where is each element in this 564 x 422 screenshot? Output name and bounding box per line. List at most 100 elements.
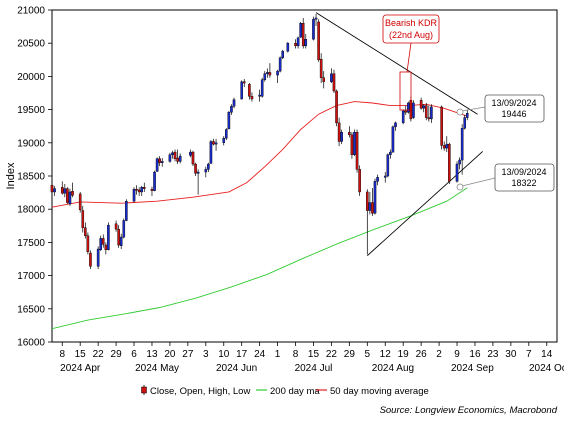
candle-body [455, 163, 459, 182]
x-tick-label: 20 [164, 349, 176, 360]
candle [386, 153, 390, 178]
legend-candle-marker [141, 385, 147, 395]
candle [222, 136, 226, 146]
candle-body [168, 154, 172, 162]
candle [260, 77, 264, 98]
ma200-callout-value: 18322 [511, 178, 536, 188]
candle-body [240, 81, 243, 100]
candle-body [71, 191, 74, 196]
candle-body [314, 17, 318, 20]
x-tick-label: 23 [487, 349, 499, 360]
candle-body [194, 163, 197, 174]
candle [268, 63, 272, 78]
x-tick-label: 8 [293, 349, 299, 360]
candle-body [160, 161, 164, 163]
candle-body [178, 155, 182, 162]
200-day-ma-line [51, 187, 468, 330]
candle [60, 181, 64, 195]
trendlines [315, 12, 483, 257]
candle-body [419, 100, 423, 109]
candle [371, 187, 374, 216]
candle-body [386, 154, 390, 177]
candle [355, 129, 359, 173]
candle [419, 97, 423, 110]
candle [442, 141, 446, 151]
candle [358, 165, 361, 196]
trendline-2 [367, 151, 483, 257]
candle [107, 222, 110, 251]
y-tick-label: 19500 [17, 105, 45, 116]
candle-body [140, 187, 144, 193]
candle [422, 104, 425, 113]
candle [140, 185, 144, 196]
candle-body [286, 43, 290, 52]
candle [242, 79, 246, 88]
candle [160, 158, 164, 167]
candle [204, 166, 208, 178]
candle [227, 110, 231, 130]
x-tick-label: 3 [203, 349, 209, 360]
x-tick-label: 24 [254, 349, 266, 360]
candle [440, 105, 443, 150]
candle-body [394, 122, 397, 128]
y-tick-label: 18500 [17, 172, 45, 183]
x-tick-label: 14 [541, 349, 553, 360]
candle [125, 199, 128, 222]
candle [209, 140, 213, 165]
y-axis-title: Index [5, 162, 17, 189]
x-month-label: 2024 Jul [295, 363, 333, 374]
candle [424, 102, 428, 121]
candle [281, 49, 285, 60]
candle [332, 69, 336, 93]
ma200-callout-dot [456, 183, 464, 191]
y-tick-label: 17000 [17, 271, 45, 282]
candle-body [68, 191, 72, 205]
candle [394, 121, 397, 131]
candle-body [458, 159, 461, 165]
candle [66, 187, 69, 204]
candle [78, 191, 82, 213]
x-tick-label: 12 [380, 349, 392, 360]
candle-body [107, 224, 110, 250]
candle [158, 156, 161, 167]
candle [294, 39, 297, 49]
candle-body [86, 235, 90, 252]
candle-body [440, 106, 443, 146]
x-tick-label: 29 [111, 349, 123, 360]
candle [376, 174, 379, 186]
x-tick-label: 15 [75, 349, 87, 360]
candle [278, 56, 282, 73]
candle-body [430, 106, 433, 120]
candle [96, 246, 100, 269]
ma200-callout-date: 13/09/2024 [501, 167, 546, 177]
annotation-close-value: 13/09/2024 19446 [456, 94, 545, 123]
x-tick-label: 13 [146, 349, 158, 360]
candle-body [176, 157, 179, 162]
candle-body [304, 39, 308, 47]
candle-body [150, 189, 154, 191]
candle [350, 132, 354, 159]
y-tick-label: 19000 [17, 138, 45, 149]
candle [194, 162, 197, 176]
candle [353, 129, 356, 157]
candle-body [135, 189, 138, 191]
candle-body [460, 127, 464, 161]
candle [81, 205, 85, 233]
candle [301, 17, 305, 49]
candle [368, 191, 372, 215]
candle-body [207, 163, 210, 170]
candle [460, 124, 464, 175]
source-note: Source: Longview Economics, Macrobond [380, 405, 558, 416]
kdr-callout-line-1: Bearish KDR [385, 18, 438, 28]
candle-body [117, 228, 120, 246]
candle [296, 36, 300, 49]
candle [84, 222, 87, 239]
candle [322, 71, 326, 89]
candle-body [427, 117, 431, 120]
50-day-moving-average-line [51, 101, 468, 208]
candle-body [445, 143, 449, 149]
candle [407, 101, 410, 114]
candle-body [158, 158, 161, 163]
x-tick-label: 5 [365, 349, 371, 360]
